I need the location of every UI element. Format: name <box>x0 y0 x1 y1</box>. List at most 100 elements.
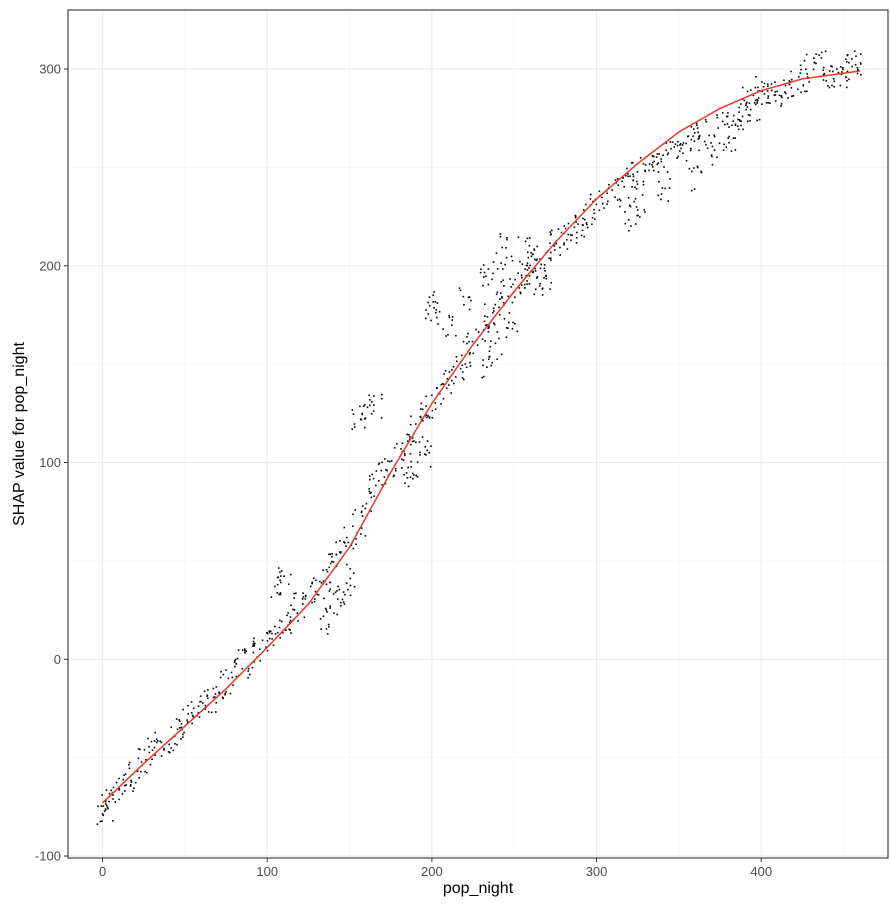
scatter-point <box>276 583 279 586</box>
scatter-point <box>484 315 486 317</box>
scatter-point <box>560 231 563 234</box>
scatter-point <box>635 206 638 208</box>
scatter-point <box>500 281 503 283</box>
scatter-point <box>726 115 728 118</box>
scatter-point <box>693 167 695 169</box>
scatter-point <box>692 135 694 138</box>
scatter-point <box>856 67 859 69</box>
scatter-point <box>653 169 655 172</box>
scatter-point <box>486 366 488 369</box>
scatter-point <box>763 82 766 85</box>
scatter-point <box>511 259 514 262</box>
scatter-point <box>322 569 324 572</box>
scatter-point <box>566 248 569 250</box>
scatter-point <box>681 144 684 146</box>
scatter-point <box>696 124 698 127</box>
scatter-point <box>323 597 325 600</box>
scatter-point <box>648 169 650 172</box>
scatter-point <box>732 114 735 117</box>
scatter-point <box>841 71 843 73</box>
scatter-point <box>352 413 355 416</box>
scatter-point <box>711 155 713 158</box>
scatter-point <box>201 702 204 704</box>
scatter-point <box>104 800 107 803</box>
scatter-point <box>303 616 306 619</box>
scatter-point <box>342 591 345 593</box>
scatter-point <box>304 595 307 598</box>
scatter-point <box>544 269 546 272</box>
scatter-point <box>297 620 299 622</box>
scatter-point <box>553 249 556 251</box>
scatter-point <box>384 458 386 460</box>
scatter-point <box>490 340 492 342</box>
scatter-point <box>749 120 751 122</box>
scatter-point <box>761 90 764 93</box>
scatter-point <box>519 291 522 294</box>
scatter-point <box>329 553 332 556</box>
scatter-point <box>381 461 383 464</box>
scatter-point <box>198 716 201 718</box>
scatter-point <box>215 686 218 688</box>
scatter-point <box>496 268 499 270</box>
scatter-point <box>532 270 534 273</box>
scatter-point <box>118 787 120 790</box>
scatter-point <box>349 568 352 570</box>
scatter-point <box>419 408 422 410</box>
scatter-point <box>580 234 583 237</box>
scatter-point <box>831 65 833 68</box>
scatter-point <box>419 454 421 456</box>
scatter-point <box>529 264 531 267</box>
scatter-point <box>757 86 759 89</box>
scatter-point <box>716 116 719 119</box>
scatter-point <box>484 324 487 327</box>
scatter-point <box>114 801 117 803</box>
scatter-point <box>632 179 635 182</box>
scatter-point <box>603 207 605 209</box>
scatter-point <box>619 205 621 208</box>
scatter-point <box>628 229 630 232</box>
scatter-point <box>271 638 273 640</box>
scatter-point <box>233 661 236 664</box>
scatter-point <box>334 591 337 594</box>
scatter-point <box>311 582 313 585</box>
scatter-point <box>693 188 696 190</box>
scatter-point <box>402 459 405 461</box>
scatter-point <box>698 149 700 152</box>
scatter-point <box>721 120 724 123</box>
scatter-point <box>747 114 750 116</box>
scatter-point <box>505 327 508 329</box>
scatter-point <box>204 704 207 707</box>
scatter-point <box>339 540 341 542</box>
scatter-point <box>462 340 465 343</box>
scatter-point <box>370 496 373 499</box>
scatter-point <box>455 334 457 337</box>
scatter-point <box>634 223 637 225</box>
scatter-point <box>699 135 701 137</box>
scatter-point <box>279 593 282 596</box>
scatter-point <box>743 99 746 102</box>
y-tick-label: 100 <box>39 455 61 470</box>
scatter-point <box>504 263 506 266</box>
scatter-point <box>487 325 490 327</box>
scatter-point <box>780 103 783 105</box>
scatter-point <box>160 755 163 757</box>
scatter-point <box>244 652 246 654</box>
scatter-point <box>106 806 109 809</box>
scatter-point <box>708 134 710 137</box>
scatter-point <box>214 693 217 695</box>
scatter-point <box>252 651 255 654</box>
scatter-point <box>415 423 417 425</box>
scatter-point <box>616 199 619 201</box>
scatter-point <box>770 83 773 85</box>
scatter-point <box>364 535 367 537</box>
scatter-point <box>831 84 833 87</box>
scatter-point <box>508 312 511 314</box>
scatter-point <box>153 746 156 749</box>
scatter-point <box>406 477 409 479</box>
scatter-point <box>830 65 832 67</box>
scatter-point <box>112 786 115 789</box>
scatter-point <box>352 572 355 574</box>
scatter-point <box>697 138 699 140</box>
scatter-point <box>290 632 292 634</box>
